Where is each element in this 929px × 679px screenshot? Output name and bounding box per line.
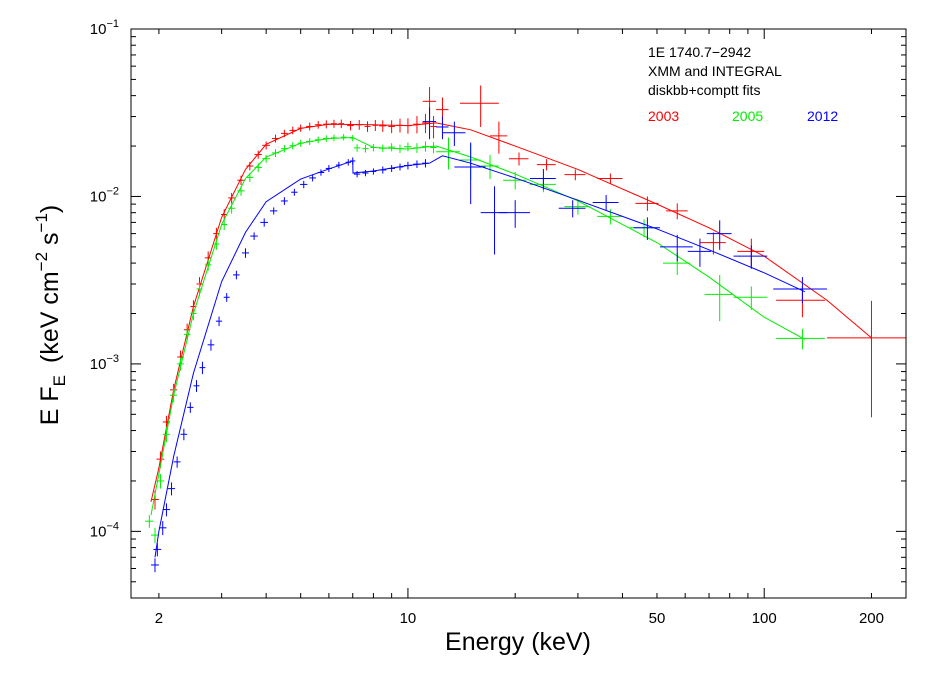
y-tick-label: 10−2	[90, 185, 119, 205]
legend-entry-2003: 2003	[648, 108, 679, 124]
series-layer	[145, 85, 906, 573]
annotation-source: 1E 1740.7−2942	[648, 44, 751, 60]
y-tick-base: 10	[90, 21, 107, 38]
annotation-instruments: XMM and INTEGRAL	[648, 63, 782, 79]
model-line-2005	[150, 136, 806, 516]
model-line-2012	[154, 155, 806, 558]
annotation-model: diskbb+comptt fits	[648, 82, 760, 98]
x-tick-label: 100	[752, 610, 777, 627]
ticks-layer	[131, 28, 906, 599]
x-tick-label: 50	[649, 610, 666, 627]
y-title-prefix: E F	[36, 386, 64, 425]
model-line-2003	[150, 122, 872, 502]
y-tick-label: 10−1	[90, 18, 119, 38]
x-tick-label: 10	[400, 610, 417, 627]
y-tick-base: 10	[90, 356, 107, 373]
y-axis-title: E FE (keV cm−2 s−1)	[32, 205, 69, 426]
y-title-subscript: E	[50, 375, 69, 386]
y-tick-label: 10−4	[90, 520, 119, 540]
annotation-block: 1E 1740.7−2942 XMM and INTEGRAL diskbb+c…	[648, 44, 838, 124]
legend-entry-2012: 2012	[807, 108, 838, 124]
x-tick-label: 200	[859, 610, 884, 627]
y-title-close: )	[36, 205, 64, 213]
y-title-mid: s	[36, 232, 64, 251]
y-title-exp1: −2	[32, 252, 51, 271]
y-tick-base: 10	[90, 523, 107, 540]
series-2003	[150, 85, 906, 510]
y-title-exp2: −1	[32, 213, 51, 232]
y-tick-exponent: −3	[106, 353, 119, 365]
y-title-units: (keV cm	[36, 271, 64, 363]
y-tick-label: 10−3	[90, 353, 119, 373]
x-axis-title: Energy (keV)	[445, 628, 591, 656]
legend-entry-2005: 2005	[732, 108, 763, 124]
y-tick-exponent: −2	[106, 185, 119, 197]
x-tick-label: 2	[155, 610, 163, 627]
series-2012	[150, 107, 827, 573]
y-tick-exponent: −1	[106, 18, 119, 30]
y-tick-exponent: −4	[106, 520, 119, 532]
y-tick-base: 10	[90, 188, 107, 205]
